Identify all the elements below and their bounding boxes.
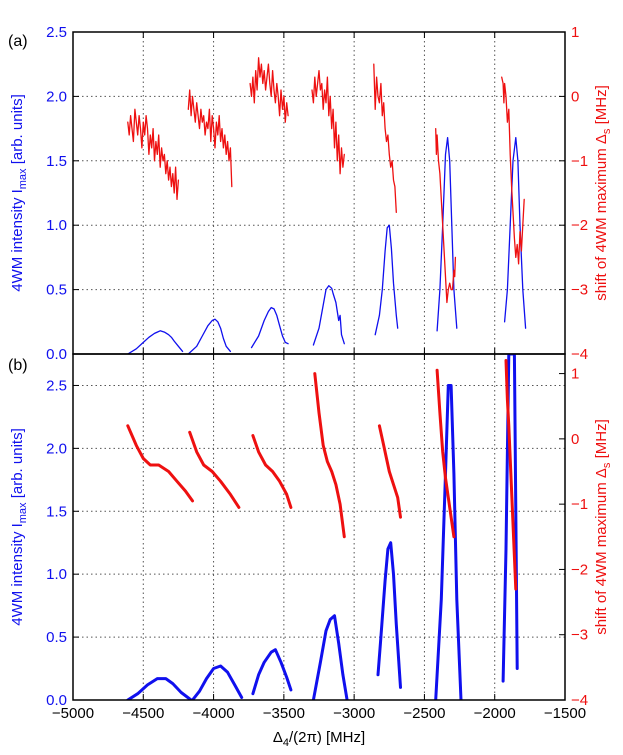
- ytick-right-label: 0: [571, 431, 579, 448]
- ytick-left-label: 2.5: [46, 377, 67, 394]
- ytick-right-label: −3: [571, 282, 588, 299]
- series-blue-6: [434, 384, 463, 700]
- series-red-4: [311, 69, 345, 175]
- y-axis-label-left: 4WM intensity Imax [arb. units]: [9, 94, 29, 292]
- xtick-label: −2500: [403, 705, 445, 722]
- ytick-left-label: 1.0: [46, 217, 67, 234]
- xtick-label: −3000: [333, 705, 375, 722]
- ytick-left-label: 0.0: [46, 346, 67, 363]
- series-blue-6: [436, 136, 458, 332]
- series-red-7: [504, 359, 518, 591]
- ytick-left-label: 0.5: [46, 629, 67, 646]
- ytick-left-label: 1.5: [46, 153, 67, 170]
- series-red-3: [251, 434, 293, 509]
- plot-frame: [72, 31, 566, 355]
- series-blue-2: [187, 318, 232, 354]
- xtick-label: −4000: [193, 705, 235, 722]
- ytick-left-label: 0.0: [46, 692, 67, 709]
- xtick-label: −4500: [122, 705, 164, 722]
- plot-frame: [72, 353, 566, 701]
- series-blue-4: [312, 285, 345, 346]
- ytick-left-label: 0.5: [46, 282, 67, 299]
- ytick-left-label: 2.5: [46, 24, 67, 41]
- series-blue-7: [501, 354, 519, 683]
- y-axis-label-left: 4WM intensity Imax [arb. units]: [9, 428, 29, 626]
- series-red-5: [373, 63, 397, 213]
- series-red-4: [313, 372, 346, 539]
- xtick-label: −5000: [52, 705, 94, 722]
- ytick-right-label: −1: [571, 496, 588, 513]
- y-axis-label-right: shift of 4WM maximum Δs [MHz]: [593, 85, 613, 301]
- series-blue-5: [376, 541, 402, 689]
- ytick-right-label: −2: [571, 217, 588, 234]
- ytick-left-label: 2.0: [46, 88, 67, 105]
- series-red-5: [377, 424, 402, 519]
- series-red-6: [435, 368, 456, 539]
- ytick-right-label: −3: [571, 627, 588, 644]
- series-red-6: [435, 127, 457, 304]
- panel-label: (b): [8, 357, 28, 374]
- series-blue-3: [251, 648, 293, 696]
- series-blue-3: [250, 306, 289, 349]
- ytick-right-label: −2: [571, 561, 588, 578]
- series-blue-1: [126, 677, 193, 700]
- ytick-left-label: 2.0: [46, 440, 67, 457]
- series-blue-1: [127, 330, 184, 354]
- series-red-2: [188, 430, 241, 509]
- series-red-7: [501, 76, 525, 265]
- series-blue-7: [503, 136, 527, 329]
- xtick-label: −2000: [474, 705, 516, 722]
- series-red-3: [249, 57, 289, 123]
- panel-label: (a): [8, 33, 28, 50]
- series-blue-2: [191, 664, 244, 700]
- ytick-right-label: −4: [571, 346, 588, 363]
- panel-a: 0.0 0.5 1.0 1.5 2.0 2.5 −4 −3 −2 −1 0 1 (a) 4WM inten…: [8, 24, 613, 363]
- ytick-right-label: 1: [571, 24, 579, 41]
- ytick-right-label: 1: [571, 366, 579, 383]
- panel-b: 0.0 0.5 1.0 1.5 2.0 2.5 −4 −3 −2 −1 0 1 −5000 −4500 −4…: [8, 353, 613, 749]
- ytick-left-label: 1.0: [46, 566, 67, 583]
- x-axis-label: Δ4/(2π) [MHz]: [273, 729, 365, 749]
- series-red-1: [127, 108, 180, 201]
- ytick-right-label: −4: [571, 692, 588, 709]
- series-group: [127, 57, 527, 354]
- series-blue-4: [311, 614, 349, 700]
- xtick-label: −1500: [544, 705, 586, 722]
- xtick-label: −3500: [263, 705, 305, 722]
- ytick-right-label: −1: [571, 153, 588, 170]
- ytick-left-label: 1.5: [46, 503, 67, 520]
- series-red-1: [126, 424, 194, 503]
- y-axis-label-right: shift of 4WM maximum Δs [MHz]: [593, 419, 613, 635]
- series-group: [126, 354, 519, 700]
- series-red-2: [187, 89, 233, 188]
- ytick-right-label: 0: [571, 88, 579, 105]
- series-blue-5: [374, 224, 399, 336]
